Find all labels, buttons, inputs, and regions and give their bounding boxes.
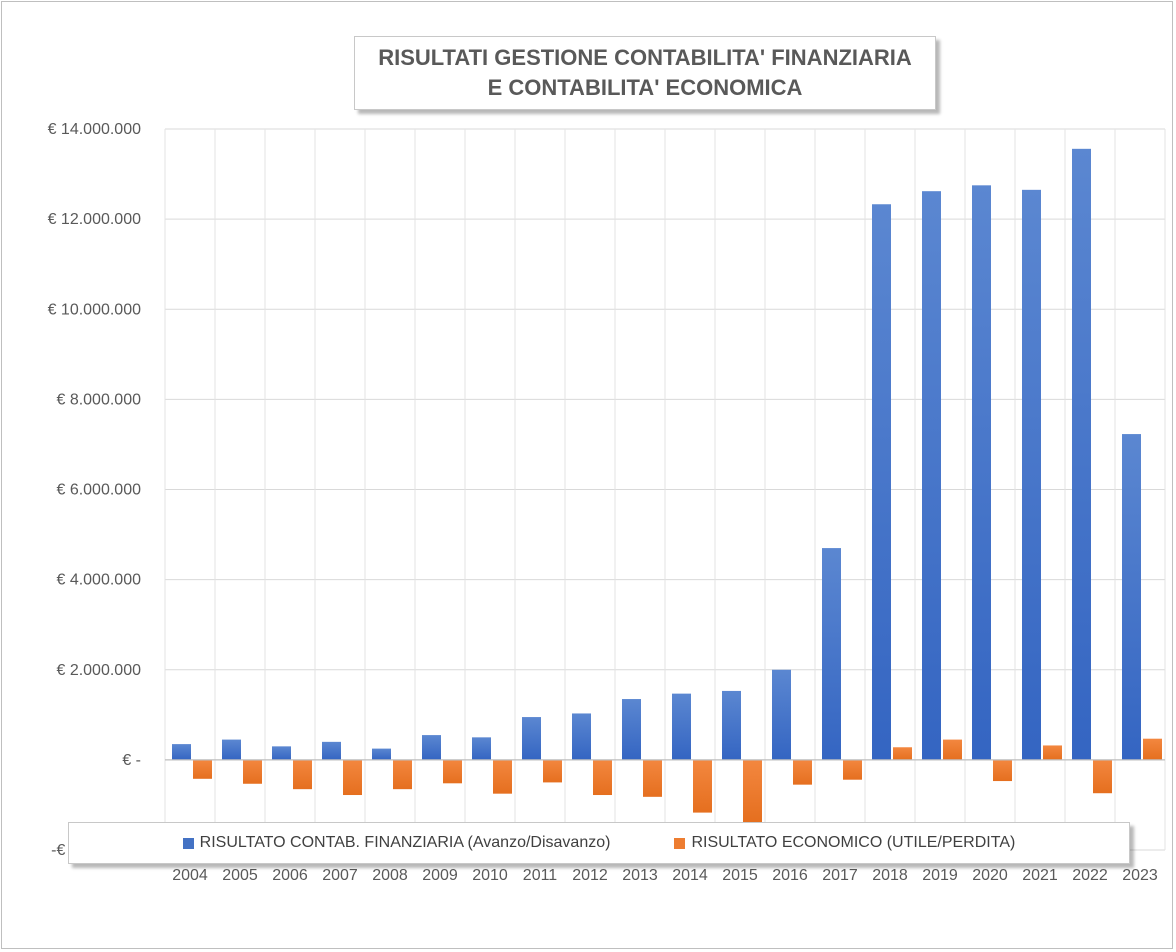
bar-economico [443, 759, 462, 784]
bar-economico [1093, 759, 1112, 794]
legend-item-economico: RISULTATO ECONOMICO (UTILE/PERDITA) [674, 834, 1015, 852]
bar-finanziaria [522, 717, 541, 760]
x-tick-label: 2009 [422, 867, 458, 884]
bar-finanziaria [922, 191, 941, 760]
bar-economico [1043, 745, 1062, 760]
y-tick-label: € - [122, 752, 141, 769]
bar-economico [343, 759, 362, 796]
legend-label-economico: RISULTATO ECONOMICO (UTILE/PERDITA) [691, 834, 1016, 851]
x-tick-label: 2015 [722, 867, 758, 884]
x-tick-label: 2021 [1022, 867, 1058, 884]
y-tick-label: € 4.000.000 [56, 572, 141, 589]
y-tick-label: € 12.000.000 [48, 211, 142, 228]
bar-finanziaria [622, 699, 641, 760]
bar-finanziaria [672, 693, 691, 760]
x-tick-label: 2020 [972, 867, 1008, 884]
bar-economico [743, 759, 762, 823]
legend: RISULTATO CONTAB. FINANZIARIA (Avanzo/Di… [68, 822, 1130, 864]
y-tick-label: € 14.000.000 [48, 121, 142, 138]
chart-title: RISULTATI GESTIONE CONTABILITA' FINANZIA… [354, 36, 936, 110]
bar-finanziaria [322, 741, 341, 760]
x-tick-label: 2012 [572, 867, 608, 884]
x-tick-label: 2019 [922, 867, 958, 884]
y-axis-labels: € 14.000.000 € 12.000.000 € 10.000.000 € 8.… [48, 121, 142, 859]
x-tick-label: 2016 [772, 867, 808, 884]
x-tick-label: 2004 [172, 867, 208, 884]
bar-finanziaria [1122, 434, 1141, 760]
chart-title-line2: E CONTABILITA' ECONOMICA [487, 75, 803, 100]
y-tick-label: € 10.000.000 [48, 301, 142, 318]
bar-economico [393, 759, 412, 790]
y-tick-label: € 8.000.000 [56, 391, 141, 408]
x-tick-label: 2005 [222, 867, 258, 884]
legend-swatch-orange [674, 837, 686, 849]
x-tick-label: 2018 [872, 867, 908, 884]
bar-economico [193, 759, 212, 779]
bar-economico [643, 759, 662, 797]
bar-finanziaria [422, 735, 441, 760]
bar-finanziaria [872, 204, 891, 760]
bar-economico [993, 759, 1012, 782]
x-tick-label: 2008 [372, 867, 408, 884]
bar-economico [793, 759, 812, 785]
bar-economico [543, 759, 562, 783]
legend-swatch-blue [182, 837, 194, 849]
x-axis-labels: 2004 2005 2006 2007 2008 2009 2010 2011 2012 2013… [172, 867, 1158, 884]
bar-economico [943, 739, 962, 760]
bar-finanziaria [572, 713, 591, 760]
x-tick-label: 2022 [1072, 867, 1108, 884]
bar-economico [1143, 738, 1162, 760]
x-tick-label: 2014 [672, 867, 708, 884]
gridlines [164, 128, 1166, 851]
bar-finanziaria [372, 748, 391, 760]
x-tick-label: 2007 [322, 867, 358, 884]
bar-finanziaria [772, 669, 791, 760]
legend-label-finanziaria: RISULTATO CONTAB. FINANZIARIA (Avanzo/Di… [199, 834, 611, 851]
x-tick-label: 2010 [472, 867, 508, 884]
bar-economico [293, 759, 312, 790]
x-tick-label: 2023 [1122, 867, 1158, 884]
bar-finanziaria [722, 690, 741, 760]
x-tick-label: 2013 [622, 867, 658, 884]
bars [172, 148, 1162, 823]
bar-finanziaria [972, 185, 991, 760]
bar-finanziaria [822, 548, 841, 760]
y-tick-label: € 6.000.000 [56, 482, 141, 499]
y-tick-label: € 2.000.000 [56, 662, 141, 679]
bar-economico [243, 759, 262, 784]
bar-economico [843, 759, 862, 780]
bar-economico [593, 759, 612, 796]
chart-title-line1: RISULTATI GESTIONE CONTABILITA' FINANZIA… [378, 45, 912, 70]
bar-finanziaria [272, 746, 291, 760]
bar-economico [493, 759, 512, 794]
bar-finanziaria [1072, 148, 1091, 760]
bar-finanziaria [1022, 189, 1041, 760]
bar-economico [693, 759, 712, 813]
bar-finanziaria [222, 739, 241, 760]
bar-finanziaria [472, 737, 491, 760]
bar-finanziaria [172, 744, 191, 760]
bar-economico [893, 747, 912, 760]
legend-item-finanziaria: RISULTATO CONTAB. FINANZIARIA (Avanzo/Di… [182, 834, 611, 852]
x-tick-label: 2017 [822, 867, 858, 884]
x-tick-label: 2011 [523, 867, 558, 884]
x-tick-label: 2006 [272, 867, 308, 884]
